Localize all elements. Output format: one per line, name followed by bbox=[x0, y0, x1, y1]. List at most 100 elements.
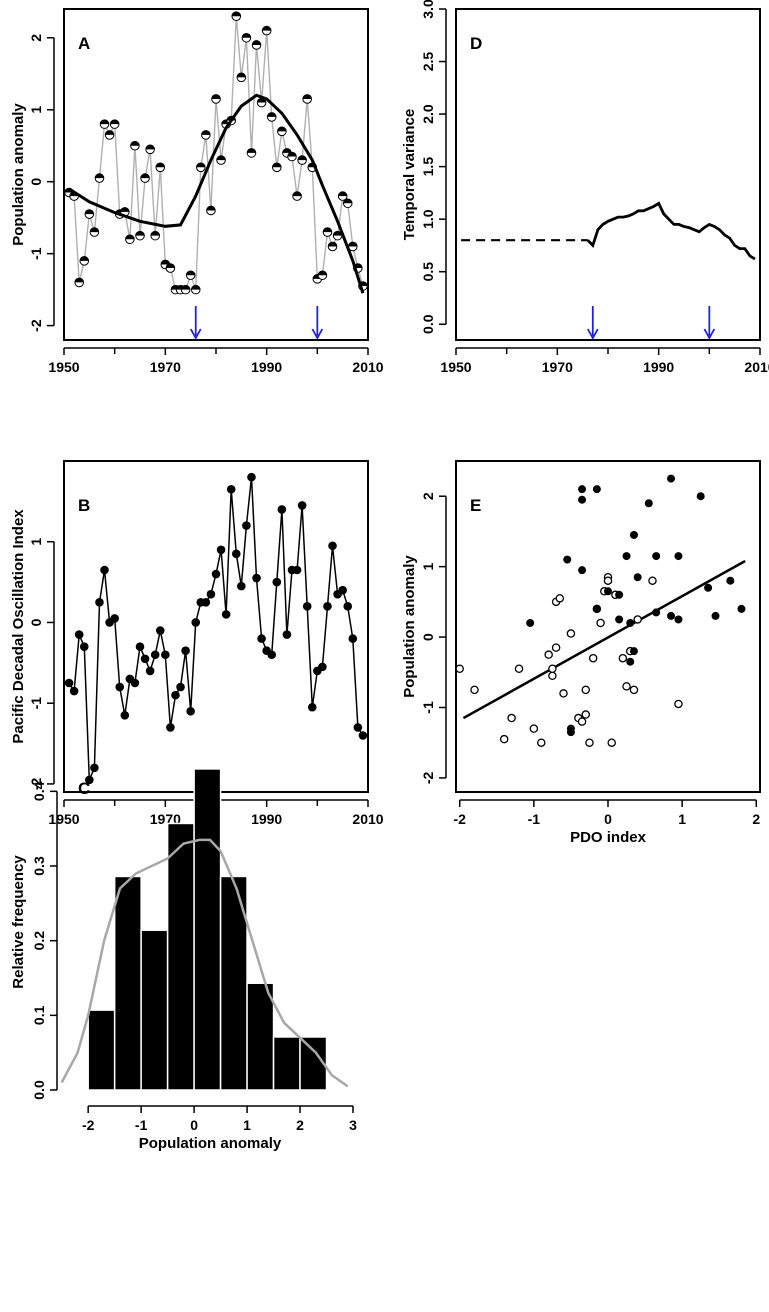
data-point-a-fill bbox=[297, 155, 307, 161]
scatter-point-open bbox=[566, 629, 576, 638]
panel-a-y-tick-label: 2 bbox=[28, 34, 44, 42]
data-point-a-fill bbox=[267, 112, 277, 117]
panel-e-frame bbox=[455, 460, 761, 793]
scatter-point-filled bbox=[563, 555, 572, 564]
panel-a-y-tick-label: 1 bbox=[28, 106, 44, 114]
data-point-a-fill bbox=[206, 206, 216, 211]
data-point-a-fill bbox=[338, 191, 347, 197]
data-point-a-fill bbox=[140, 173, 150, 179]
scatter-point-open bbox=[548, 664, 557, 674]
scatter-point-open bbox=[544, 650, 553, 659]
data-point-a-fill bbox=[201, 130, 211, 135]
data-point-b bbox=[282, 630, 292, 639]
data-point-b bbox=[145, 666, 155, 676]
data-point-a-fill bbox=[85, 209, 94, 215]
scatter-point-open bbox=[674, 699, 683, 709]
panel-b-y-tick-label: 0 bbox=[28, 618, 44, 626]
panel-e-y-tick-label: 2 bbox=[420, 492, 436, 500]
data-point-b bbox=[237, 581, 246, 591]
scatter-point-filled bbox=[604, 587, 612, 596]
data-point-b bbox=[74, 630, 84, 639]
data-point-a-fill bbox=[237, 73, 246, 78]
scatter-point-open bbox=[455, 664, 464, 674]
data-point-b bbox=[69, 686, 79, 696]
scatter-point-open bbox=[537, 738, 546, 747]
scatter-point-filled bbox=[644, 499, 653, 508]
series-a-smooth-trend bbox=[68, 93, 365, 294]
panel-a-letter: A bbox=[78, 34, 90, 53]
data-point-b bbox=[328, 541, 337, 551]
scatter-point-filled bbox=[652, 608, 661, 617]
histogram-bar bbox=[87, 1009, 116, 1091]
data-point-a-fill bbox=[191, 285, 201, 290]
panel-e-y-tick-label: -2 bbox=[420, 771, 436, 784]
panel-a-y-label: Population anomaly bbox=[10, 103, 27, 246]
panel-b-y-tick-label: -2 bbox=[28, 777, 44, 790]
panel-c-y-tick-label: 0.0 bbox=[31, 1080, 47, 1100]
data-point-b bbox=[353, 723, 363, 732]
panel-e-y-label: Population anomaly bbox=[401, 555, 418, 698]
scatter-point-filled bbox=[615, 590, 624, 599]
panel-b-x-tick-label: 1990 bbox=[251, 811, 282, 827]
scatter-point-open bbox=[618, 653, 628, 663]
panel-c-y-label: Relative frequency bbox=[10, 855, 27, 989]
regime-shift-arrow-d-head bbox=[703, 328, 716, 340]
scatter-point-filled bbox=[674, 552, 683, 561]
data-point-b bbox=[115, 682, 125, 692]
data-point-a-fill bbox=[161, 260, 170, 265]
panel-d-y-tick-label: 0.0 bbox=[420, 314, 436, 334]
data-point-a-fill bbox=[282, 148, 292, 153]
panel-e-x-tick-label: 0 bbox=[604, 811, 612, 827]
panel-e-x-tick-label: 1 bbox=[678, 811, 686, 827]
histogram-bar bbox=[246, 982, 275, 1091]
data-point-b bbox=[79, 642, 89, 651]
data-point-b bbox=[231, 549, 241, 559]
data-point-a-fill bbox=[130, 141, 140, 146]
scatter-point-filled bbox=[726, 576, 735, 585]
scatter-point-filled bbox=[667, 474, 676, 483]
panel-b-y-tick-label: -1 bbox=[28, 697, 44, 710]
scatter-point-filled bbox=[566, 728, 575, 737]
data-point-b bbox=[201, 597, 211, 607]
data-point-a-fill bbox=[348, 242, 358, 247]
data-point-a-fill bbox=[318, 270, 327, 276]
panel-c-y-tick-label: 0.4 bbox=[31, 781, 47, 801]
data-point-b bbox=[206, 589, 216, 599]
panel-e-x-tick-label: -2 bbox=[453, 811, 466, 827]
panel-e-x-label: PDO index bbox=[570, 829, 647, 846]
data-point-b bbox=[100, 565, 109, 575]
data-point-b bbox=[267, 650, 277, 660]
scatter-point-filled bbox=[526, 618, 535, 627]
scatter-point-filled bbox=[626, 618, 635, 627]
data-point-b bbox=[221, 610, 231, 619]
density-curve bbox=[60, 838, 349, 1088]
data-point-b bbox=[226, 484, 236, 494]
data-point-b bbox=[297, 501, 307, 510]
scatter-point-open bbox=[648, 576, 657, 585]
data-point-b bbox=[242, 521, 251, 530]
scatter-point-open bbox=[507, 713, 516, 723]
data-point-b bbox=[176, 682, 185, 692]
data-point-b bbox=[318, 662, 327, 672]
data-point-a-fill bbox=[247, 148, 256, 153]
scatter-point-filled bbox=[674, 615, 683, 624]
data-point-b bbox=[247, 472, 256, 482]
data-point-a-fill bbox=[150, 231, 160, 236]
scatter-point-filled bbox=[633, 573, 642, 582]
data-point-a-fill bbox=[135, 231, 145, 236]
scatter-point-open bbox=[629, 685, 639, 695]
scatter-point-filled bbox=[652, 552, 661, 561]
panel-c-x-tick-label: 3 bbox=[349, 1117, 357, 1133]
data-point-b bbox=[95, 597, 104, 607]
data-point-b bbox=[358, 731, 368, 740]
panel-b-y-tick-label: 1 bbox=[28, 538, 44, 546]
data-point-b bbox=[191, 618, 201, 627]
panel-d-y-tick-label: 2.0 bbox=[420, 104, 436, 124]
panel-a-x-tick-label: 1970 bbox=[150, 359, 181, 375]
data-point-a-fill bbox=[328, 242, 337, 247]
data-point-a-fill bbox=[252, 40, 261, 45]
panel-a-y-tick-label: 0 bbox=[28, 178, 44, 186]
data-point-b bbox=[277, 505, 287, 514]
data-point-b bbox=[272, 577, 282, 587]
scatter-point-filled bbox=[592, 485, 601, 494]
